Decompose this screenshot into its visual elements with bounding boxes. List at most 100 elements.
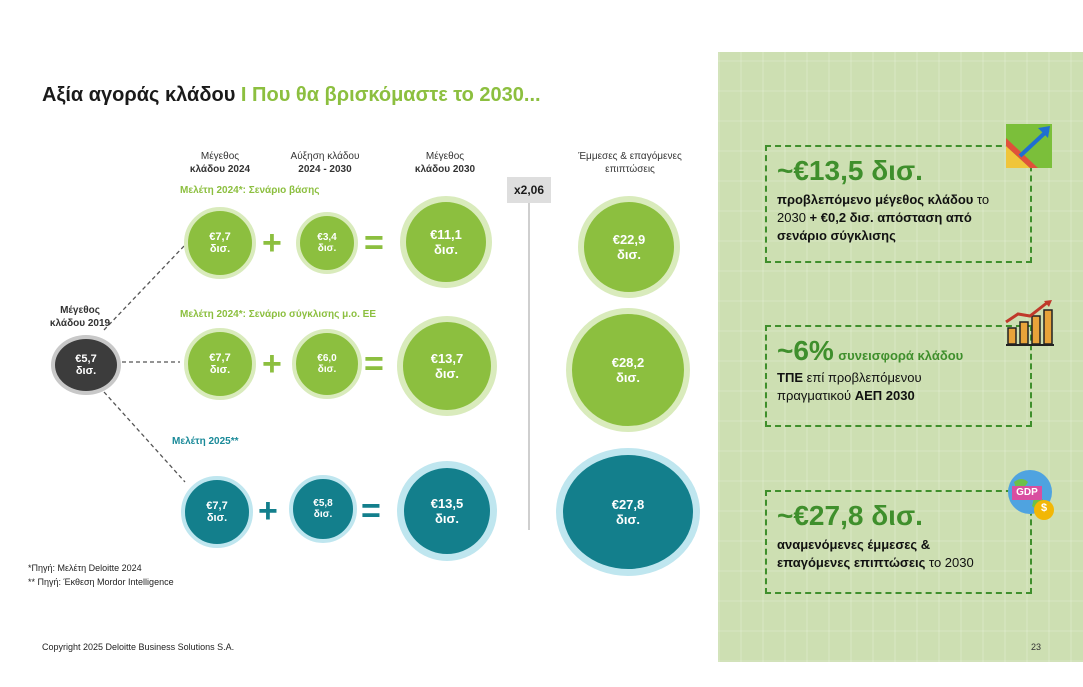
kpi-text-normal: το 2030	[925, 555, 974, 570]
kpi-text-bold: + €0,2 δισ. απόσταση από	[809, 210, 972, 225]
connector-lines	[103, 244, 186, 483]
col-header-line: κλάδου 2030	[414, 164, 476, 175]
col-header-growth: Αύξηση κλάδου 2024 - 2030	[275, 150, 375, 176]
circle-unit: δισ.	[317, 243, 337, 254]
footnote: ** Πηγή: Έκθεση Mordor Intelligence	[28, 577, 174, 587]
size-2030-circle: €13,5 δισ.	[397, 461, 497, 561]
title-separator: I	[240, 84, 247, 106]
col-header-line: Μέγεθος	[200, 151, 240, 162]
kpi-text-bold: ΤΠΕ	[777, 370, 803, 385]
kpi-box: ~6% συνεισφορά κλάδου ΤΠΕ επί προβλεπόμε…	[765, 325, 1032, 427]
size-2024-circle: €7,7 δισ.	[184, 207, 256, 279]
size-2030-circle: €13,7 δισ.	[397, 316, 497, 416]
kpi-value: ~€27,8 δισ.	[777, 500, 923, 531]
circle-value: €11,1	[430, 227, 462, 242]
plus-icon: +	[262, 224, 282, 262]
col-header-size-2024: Μέγεθος κλάδου 2024	[180, 150, 260, 176]
col-header-line: κλάδου 2024	[189, 164, 251, 175]
plus-icon: +	[262, 345, 282, 383]
kpi-text: αναμενόμενες έμμεσες & επαγόμενες επιπτώ…	[777, 536, 1020, 572]
page-title: Αξία αγοράς κλάδου I Που θα βρισκόμαστε …	[42, 84, 541, 107]
scenario-label: Μελέτη 2025**	[172, 436, 239, 447]
kpi-text-normal: 2030	[777, 210, 810, 225]
circle-value: €13,7	[430, 351, 464, 366]
circle-unit: δισ.	[434, 511, 459, 526]
origin-circle: €5,7 δισ.	[51, 335, 121, 395]
circle-unit: δισ.	[313, 509, 333, 520]
size-2030-circle: €11,1 δισ.	[400, 196, 492, 288]
circle-unit: δισ.	[433, 242, 458, 257]
page-number: 23	[1030, 642, 1041, 652]
kpi-text-normal: το	[973, 192, 990, 207]
circle-unit: δισ.	[209, 364, 231, 376]
origin-value: €5,7	[75, 353, 97, 365]
connector-line	[103, 244, 186, 331]
origin-label-line: κλάδου 2019	[49, 318, 111, 329]
circle-value: €6,0	[317, 353, 337, 364]
circle-unit: δισ.	[434, 366, 459, 381]
size-2024-circle: €7,7 δισ.	[181, 476, 253, 548]
kpi-value: ~6%	[777, 335, 834, 366]
circle-value: €7,7	[206, 500, 228, 512]
equals-icon: =	[364, 224, 384, 262]
gdp-globe-icon: GDP $	[1006, 468, 1056, 522]
multiplier-badge: x2,06	[507, 177, 551, 203]
col-header-line: επιπτώσεις	[605, 164, 655, 175]
kpi-box: ~€13,5 δισ. προβλεπόμενο μέγεθος κλάδου …	[765, 145, 1032, 263]
scenario-label: Μελέτη 2024*: Σενάριο σύγκλισης μ.ο. ΕΕ	[180, 309, 377, 320]
kpi-text-bold: σενάριο σύγκλισης	[777, 228, 896, 243]
origin-label: Μέγεθος κλάδου 2019	[30, 304, 130, 330]
connector-line	[103, 391, 186, 483]
kpi-text: ΤΠΕ επί προβλεπόμενου πραγματικού ΑΕΠ 20…	[777, 369, 1020, 405]
bar-chart-rising-icon	[1005, 300, 1054, 346]
kpi-value: ~€13,5 δισ.	[777, 155, 923, 186]
circle-unit: δισ.	[206, 512, 228, 524]
growth-chart-icon	[1006, 124, 1052, 168]
growth-circle: €6,0 δισ.	[292, 329, 362, 399]
origin-label-line: Μέγεθος	[60, 305, 100, 316]
col-header-line: Έμμεσες & επαγόμενες	[578, 151, 682, 162]
col-header-line: Μέγεθος	[425, 151, 465, 162]
circle-value: €3,4	[317, 232, 337, 243]
growth-circle: €3,4 δισ.	[296, 212, 358, 274]
circle-value: €5,8	[313, 498, 333, 509]
col-header-indirect: Έμμεσες & επαγόμενες επιπτώσεις	[560, 150, 700, 176]
kpi-text-bold: ΑΕΠ 2030	[854, 388, 915, 403]
dollar-label: $	[1040, 502, 1048, 514]
kpi-subtitle: συνεισφορά κλάδου	[838, 348, 964, 363]
kpi-text-normal: πραγματικού	[777, 388, 855, 403]
title-main: Αξία αγοράς κλάδου	[42, 84, 236, 106]
scenario-label: Μελέτη 2024*: Σενάριο βάσης	[180, 185, 320, 196]
footnote: *Πηγή: Μελέτη Deloitte 2024	[28, 563, 142, 573]
origin-unit: δισ.	[75, 365, 97, 377]
circle-value: €7,7	[209, 231, 231, 243]
copyright: Copyright 2025 Deloitte Business Solutio…	[42, 642, 235, 652]
growth-circle: €5,8 δισ.	[289, 475, 357, 543]
equals-icon: =	[361, 492, 381, 530]
col-header-size-2030: Μέγεθος κλάδου 2030	[405, 150, 485, 176]
circle-value: €28,2	[611, 355, 645, 370]
circle-unit: δισ.	[317, 364, 337, 375]
circle-unit: δισ.	[209, 243, 231, 255]
circle-unit: δισ.	[616, 247, 641, 262]
size-2024-circle: €7,7 δισ.	[184, 328, 256, 400]
indirect-circle: €22,9 δισ.	[578, 196, 680, 298]
kpi-text-normal: επί προβλεπόμενου	[803, 370, 922, 385]
circle-value: €22,9	[612, 232, 646, 247]
kpi-text-bold: προβλεπόμενο μέγεθος κλάδου	[777, 192, 974, 207]
kpi-text-bold: επαγόμενες επιπτώσεις	[777, 555, 926, 570]
kpi-text-bold: αναμενόμενες έμμεσες &	[777, 537, 931, 552]
circle-unit: δισ.	[615, 370, 640, 385]
kpi-headline: ~6% συνεισφορά κλάδου	[777, 335, 1020, 367]
plus-icon: +	[258, 492, 278, 530]
equals-icon: =	[364, 345, 384, 383]
kpi-text: προβλεπόμενο μέγεθος κλάδου το 2030 + €0…	[777, 191, 1020, 245]
circle-value: €7,7	[209, 352, 231, 364]
title-subtitle: Που θα βρισκόμαστε το 2030...	[252, 84, 541, 106]
divider-line	[528, 200, 530, 530]
circle-unit: δισ.	[615, 512, 640, 527]
circle-value: €13,5	[430, 496, 464, 511]
circle-value: €27,8	[611, 497, 645, 512]
col-header-line: 2024 - 2030	[298, 164, 352, 175]
gdp-label: GDP	[1012, 486, 1042, 500]
